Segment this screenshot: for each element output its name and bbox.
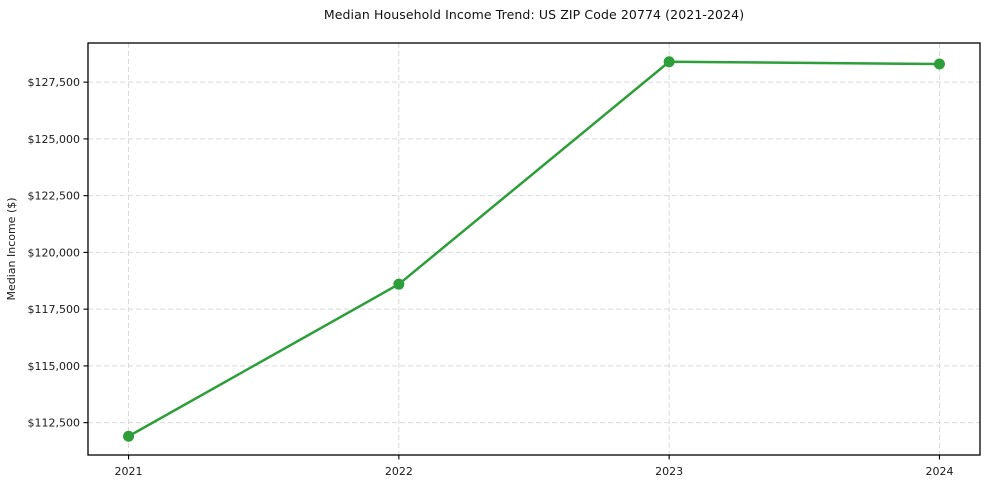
plot-border [87,42,981,456]
y-tick-label: $127,500 [28,76,81,89]
data-point-marker [933,58,945,70]
chart-title: Median Household Income Trend: US ZIP Co… [323,7,745,22]
data-point-marker [123,430,135,442]
x-tick-label: 2024 [925,465,953,478]
y-tick-label: $117,500 [28,303,81,316]
y-tick-label: $120,000 [28,246,81,259]
data-point-marker [663,56,675,68]
x-tick-label: 2023 [655,465,683,478]
y-tick-label: $115,000 [28,360,81,373]
x-tick-label: 2021 [115,465,143,478]
y-tick-label: $112,500 [28,417,81,430]
y-tick-label: $125,000 [28,133,81,146]
x-tick-label: 2022 [385,465,413,478]
y-axis-label: Median Income ($) [5,197,18,300]
data-point-marker [393,278,405,290]
trend-line [127,60,941,438]
y-tick-label: $122,500 [28,190,81,203]
